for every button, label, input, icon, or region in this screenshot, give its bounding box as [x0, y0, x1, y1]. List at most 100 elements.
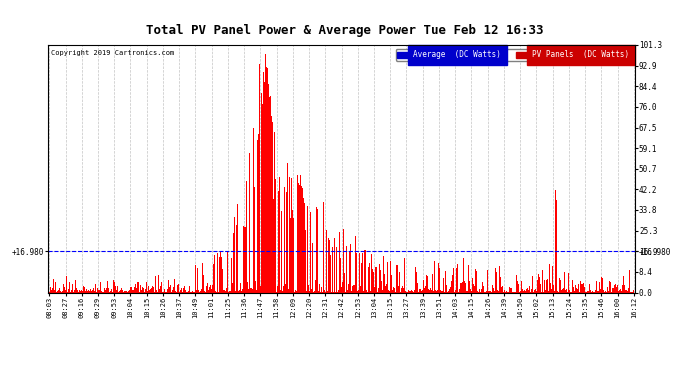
Bar: [278, 191, 279, 292]
Bar: [380, 270, 381, 292]
Bar: [52, 279, 54, 292]
Bar: [520, 291, 521, 292]
Bar: [595, 290, 596, 292]
Bar: [168, 280, 169, 292]
Bar: [357, 291, 358, 292]
Bar: [562, 289, 563, 292]
Bar: [226, 288, 228, 292]
Bar: [293, 218, 294, 292]
Bar: [240, 283, 241, 292]
Bar: [310, 211, 311, 292]
Bar: [306, 291, 307, 292]
Bar: [399, 272, 400, 292]
Bar: [297, 183, 299, 292]
Bar: [410, 291, 411, 292]
Bar: [373, 272, 374, 292]
Bar: [156, 290, 157, 292]
Bar: [524, 290, 525, 292]
Bar: [169, 287, 170, 292]
Bar: [388, 290, 389, 292]
Bar: [422, 280, 424, 292]
Bar: [88, 290, 89, 292]
Bar: [139, 285, 141, 292]
Bar: [125, 291, 126, 292]
Bar: [600, 288, 601, 292]
Bar: [589, 284, 591, 292]
Bar: [271, 117, 273, 292]
Bar: [377, 288, 379, 292]
Bar: [128, 291, 129, 292]
Bar: [55, 282, 56, 292]
Bar: [280, 290, 281, 292]
Bar: [84, 287, 85, 292]
Bar: [120, 290, 121, 292]
Bar: [129, 290, 130, 292]
Bar: [437, 290, 438, 292]
Bar: [531, 289, 532, 292]
Bar: [443, 278, 444, 292]
Bar: [236, 225, 237, 292]
Bar: [329, 240, 330, 292]
Bar: [202, 262, 203, 292]
Bar: [206, 286, 207, 292]
Bar: [451, 282, 452, 292]
Bar: [290, 178, 292, 292]
Bar: [525, 291, 526, 292]
Bar: [528, 290, 529, 292]
Bar: [196, 290, 197, 292]
Bar: [146, 282, 148, 292]
Bar: [309, 291, 310, 292]
Bar: [356, 253, 357, 292]
Bar: [174, 279, 175, 292]
Bar: [203, 274, 204, 292]
Bar: [54, 290, 55, 292]
Bar: [376, 267, 377, 292]
Bar: [222, 269, 224, 292]
Bar: [462, 258, 464, 292]
Bar: [626, 290, 627, 292]
Bar: [321, 287, 322, 292]
Bar: [249, 153, 250, 292]
Bar: [116, 290, 117, 292]
Bar: [552, 266, 553, 292]
Bar: [233, 233, 234, 292]
Bar: [556, 200, 558, 292]
Bar: [275, 179, 276, 292]
Bar: [64, 287, 66, 292]
Bar: [354, 285, 355, 292]
Bar: [435, 290, 436, 292]
Bar: [91, 291, 92, 292]
Bar: [518, 284, 519, 292]
Bar: [555, 190, 556, 292]
Bar: [609, 281, 610, 292]
Bar: [412, 291, 413, 292]
Bar: [440, 290, 441, 292]
Bar: [629, 270, 631, 292]
Bar: [75, 280, 76, 292]
Bar: [77, 290, 78, 292]
Bar: [572, 280, 573, 292]
Bar: [336, 247, 337, 292]
Bar: [382, 256, 384, 292]
Bar: [134, 287, 135, 292]
Bar: [499, 267, 500, 292]
Bar: [69, 282, 70, 292]
Bar: [86, 290, 87, 292]
Bar: [256, 291, 257, 292]
Bar: [181, 286, 182, 292]
Bar: [580, 281, 581, 292]
Bar: [246, 181, 247, 292]
Bar: [581, 284, 582, 292]
Bar: [274, 132, 275, 292]
Bar: [424, 288, 426, 292]
Bar: [403, 288, 404, 292]
Bar: [214, 255, 215, 292]
Bar: [355, 236, 356, 292]
Bar: [349, 251, 351, 292]
Bar: [254, 188, 255, 292]
Bar: [487, 270, 488, 292]
Bar: [200, 291, 201, 292]
Bar: [328, 238, 329, 292]
Bar: [244, 227, 245, 292]
Bar: [363, 291, 364, 292]
